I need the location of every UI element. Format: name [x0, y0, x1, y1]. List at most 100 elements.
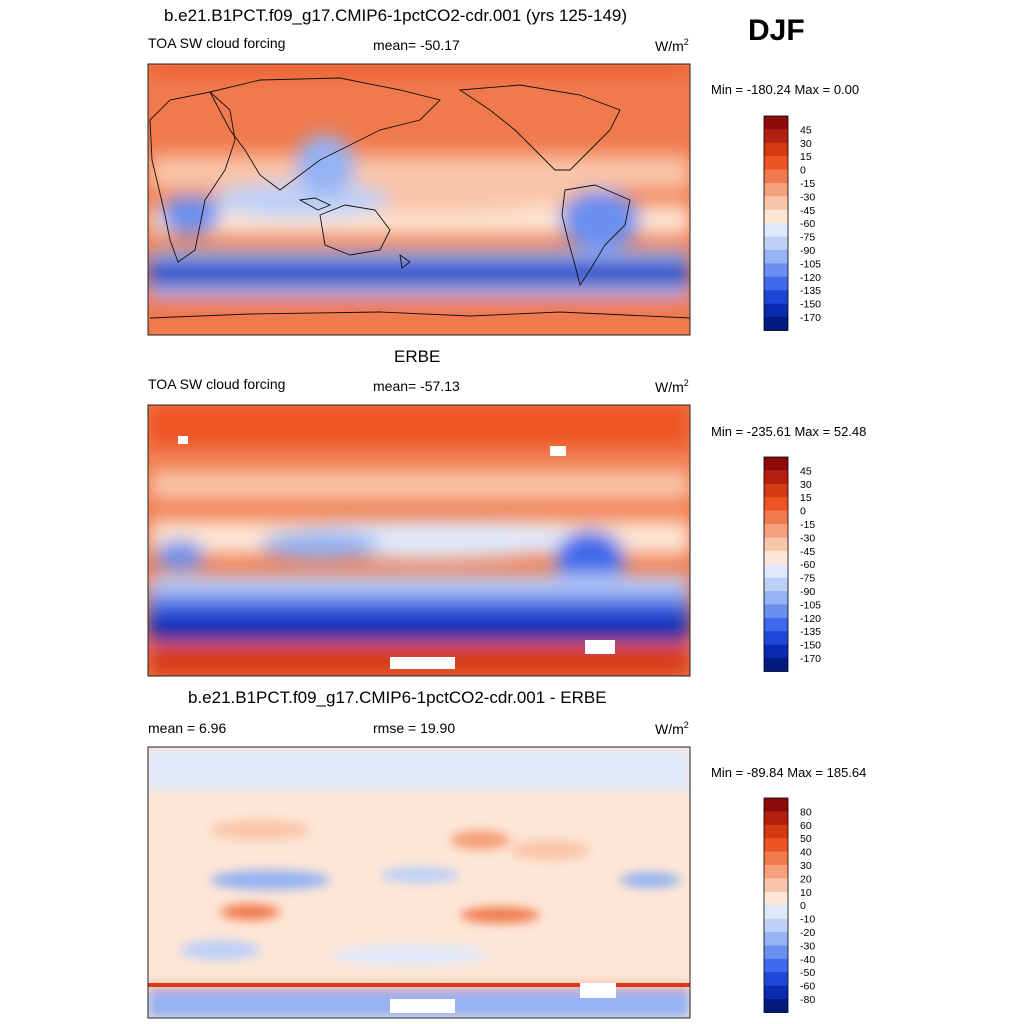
panel1-units: W/m2	[655, 37, 689, 54]
colorbar-tick-label: -30	[800, 191, 815, 203]
colorbar-swatch	[764, 972, 788, 986]
colorbar-tick-label: -15	[800, 519, 815, 531]
colorbar-tick-label: -120	[800, 272, 821, 284]
colorbar-tick-label: -80	[800, 994, 815, 1006]
colorbar-tick-label: -150	[800, 299, 821, 311]
colorbar-swatch	[764, 577, 788, 592]
colorbar-tick-label: -170	[800, 312, 821, 324]
colorbar-tick-label: 15	[800, 492, 812, 504]
colorbar-tick-label: -90	[800, 586, 815, 598]
colorbar-swatch	[764, 865, 788, 879]
colorbar-swatch	[764, 824, 788, 839]
colorbar-swatch	[764, 838, 788, 852]
colorbar-swatch	[764, 303, 788, 318]
colorbar-swatch	[764, 290, 788, 304]
map-border-model	[147, 63, 691, 336]
panel2-center-label: mean= -57.13	[373, 378, 460, 394]
colorbar-tick-label: 45	[800, 124, 812, 136]
panel2-left-label: TOA SW cloud forcing	[148, 376, 286, 392]
colorbar-swatch	[764, 497, 788, 511]
colorbar-tick-label: -60	[800, 559, 815, 571]
panel1-minmax: Min = -180.24 Max = 0.00	[711, 82, 860, 97]
map-border-diff	[147, 746, 691, 1019]
map-panel-obs	[148, 405, 690, 676]
colorbar-tick-label: 30	[800, 479, 812, 491]
colorbar-swatch	[764, 156, 788, 170]
panel3-title: b.e21.B1PCT.f09_g17.CMIP6-1pctCO2-cdr.00…	[188, 688, 607, 707]
colorbar-swatch	[764, 985, 788, 1000]
colorbar-tick-label: 30	[800, 138, 812, 150]
panel1-left-label: TOA SW cloud forcing	[148, 35, 286, 51]
colorbar-swatch	[764, 617, 788, 632]
colorbar-tick-label: 80	[800, 806, 812, 818]
colorbar-swatch	[764, 169, 788, 184]
colorbar-tick-label: 45	[800, 465, 812, 477]
colorbar-frame	[763, 797, 789, 1013]
colorbar-tick-label: 50	[800, 833, 812, 845]
colorbar-swatch	[764, 483, 788, 498]
coastline-path	[561, 184, 631, 287]
colorbar-swatch	[764, 142, 788, 157]
colorbar-swatch	[764, 524, 788, 538]
map-panel-diff	[148, 747, 690, 1018]
panel2-minmax: Min = -235.61 Max = 52.48	[711, 424, 867, 439]
colorbar-tick-label: -50	[800, 967, 815, 979]
coastlines	[149, 77, 690, 319]
colorbar-tick-label: 60	[800, 820, 812, 832]
colorbar-swatch	[764, 905, 788, 919]
colorbar-swatch	[764, 644, 788, 659]
colorbar-swatch	[764, 798, 788, 812]
panel1-title: b.e21.B1PCT.f09_g17.CMIP6-1pctCO2-cdr.00…	[164, 6, 628, 25]
colorbar-tick-label: 40	[800, 847, 812, 859]
colorbar-tick-label: -45	[800, 205, 815, 217]
colorbar-swatch	[764, 129, 788, 144]
panel3-minmax: Min = -89.84 Max = 185.64	[711, 765, 867, 780]
colorbar-swatch	[764, 999, 788, 1013]
colorbar-swatch	[764, 878, 788, 893]
colorbar-tick-label: -135	[800, 626, 821, 638]
colorbar-tick-label: -105	[800, 258, 821, 270]
panel2-units: W/m2	[655, 378, 689, 395]
colorbar-swatch	[764, 209, 788, 224]
colorbar-tick-label: -120	[800, 613, 821, 625]
colorbar-tick-label: -90	[800, 245, 815, 257]
coastline-path	[319, 204, 391, 256]
colorbar-tick-label: 20	[800, 873, 812, 885]
colorbar-tick-label: 0	[800, 165, 806, 177]
colorbar-swatch	[764, 851, 788, 866]
colorbar-swatch	[764, 537, 788, 552]
colorbar-swatch	[764, 932, 788, 946]
colorbar-tick-label: -10	[800, 914, 815, 926]
map-border-obs	[147, 404, 691, 677]
colorbar-tick-label: -40	[800, 954, 815, 966]
coastline-path	[458, 84, 621, 171]
coastline-path	[399, 254, 411, 269]
colorbar-tick-label: -60	[800, 981, 815, 993]
coastline-path	[149, 311, 690, 319]
colorbar-swatch	[764, 891, 788, 906]
coastline-path	[209, 77, 441, 191]
season-label: DJF	[748, 14, 805, 47]
colorbar-swatch	[764, 591, 788, 605]
colorbar-tick-label: 30	[800, 860, 812, 872]
colorbar-swatch	[764, 263, 788, 278]
colorbar-frame	[763, 456, 789, 672]
panel3-rmse-label: rmse = 19.90	[373, 720, 456, 736]
colorbar-swatch	[764, 631, 788, 645]
colorbar-swatch	[764, 236, 788, 251]
panel2-title: ERBE	[394, 347, 441, 366]
colorbar-tick-label: 10	[800, 887, 812, 899]
colorbar-swatch	[764, 658, 788, 672]
colorbar-frame	[763, 115, 789, 331]
panel3-mean-label: mean = 6.96	[148, 720, 227, 736]
colorbar-swatch	[764, 945, 788, 960]
colorbar-swatch	[764, 116, 788, 130]
panel3-units: W/m2	[655, 720, 689, 737]
colorbar-tick-label: -20	[800, 927, 815, 939]
colorbar-tick-label: -135	[800, 285, 821, 297]
colorbar-swatch	[764, 564, 788, 578]
colorbar-tick-label: -170	[800, 653, 821, 665]
